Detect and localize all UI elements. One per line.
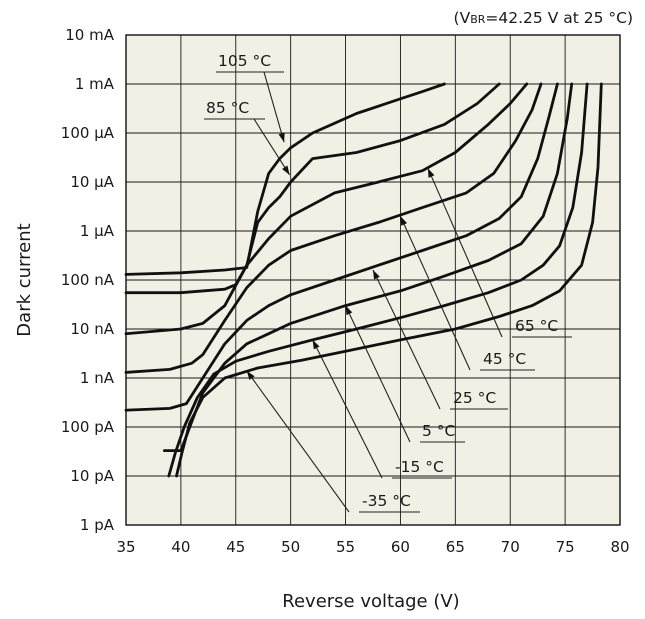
leader-arrowhead	[400, 216, 408, 226]
curve-label: 85 °C	[206, 99, 249, 117]
y-tick-label: 100 pA	[61, 418, 115, 436]
curve-label: 105 °C	[218, 52, 271, 70]
series-line	[124, 82, 501, 295]
leader-arrowhead	[345, 305, 353, 316]
y-tick-label: 10 mA	[65, 26, 114, 44]
leader-arrowhead	[246, 370, 255, 381]
curve-label: -35 °C	[362, 492, 411, 510]
leader-arrowhead	[278, 132, 285, 143]
x-tick-label: 55	[336, 538, 355, 556]
x-axis-title: Reverse voltage (V)	[282, 591, 459, 612]
leader-line	[246, 370, 350, 513]
y-tick-label: 10 nA	[70, 320, 114, 338]
leader-arrowhead	[373, 269, 380, 280]
curve-label: 5 °C	[422, 422, 455, 440]
leader-line	[253, 118, 291, 176]
x-tick-label: 65	[446, 538, 465, 556]
curves	[124, 82, 603, 478]
x-tick-label: 50	[281, 538, 300, 556]
curve-label: -15 °C	[395, 458, 444, 476]
breakdown-voltage-note: (VBR=42.25 V at 25 °C)	[454, 9, 633, 27]
x-tick-label: 60	[391, 538, 410, 556]
y-tick-label: 1 pA	[80, 516, 115, 534]
leader-arrowhead	[427, 168, 435, 178]
y-axis-title: Dark current	[14, 223, 35, 336]
series-line	[124, 82, 529, 336]
leader-arrowhead	[312, 339, 320, 350]
y-tick-label: 1 µA	[80, 222, 115, 240]
y-tick-labels: 10 mA 1 mA 100 µA 10 µA 1 µA 100 nA 10 nA 1 nA 1…	[61, 26, 115, 534]
x-tick-label: 80	[610, 538, 629, 556]
y-tick-label: 10 pA	[70, 467, 114, 485]
plot-frame	[125, 34, 621, 526]
curve-label: 45 °C	[483, 350, 526, 368]
y-tick-label: 100 µA	[61, 124, 115, 142]
x-tick-label: 40	[171, 538, 190, 556]
series-line	[167, 82, 589, 478]
x-tick-label: 35	[116, 538, 135, 556]
curve-label: 25 °C	[453, 389, 496, 407]
grid-lines	[125, 34, 621, 526]
y-tick-label: 10 µA	[70, 173, 114, 191]
leader-arrowhead	[282, 165, 290, 175]
x-tick-labels: 35 40 45 50 55 60 65 70 75 80	[116, 538, 629, 556]
series-line	[175, 82, 603, 478]
leader-line	[399, 216, 471, 371]
x-tick-label: 45	[226, 538, 245, 556]
leader-lines	[204, 71, 572, 513]
y-tick-label: 1 mA	[75, 75, 115, 93]
series-line	[124, 82, 446, 276]
leader-line	[263, 71, 285, 143]
y-tick-label: 1 nA	[80, 369, 115, 387]
x-tick-label: 75	[556, 538, 575, 556]
series-line	[124, 82, 543, 374]
y-tick-label: 100 nA	[61, 271, 115, 289]
curve-labels: 105 °C 85 °C 65 °C 45 °C 25 °C 5 °C -15 °C -35 …	[206, 52, 558, 510]
curve-label: 65 °C	[515, 317, 558, 335]
leader-line	[312, 339, 383, 479]
leader-line	[427, 168, 503, 338]
x-tick-label: 70	[501, 538, 520, 556]
series-line	[124, 82, 559, 412]
